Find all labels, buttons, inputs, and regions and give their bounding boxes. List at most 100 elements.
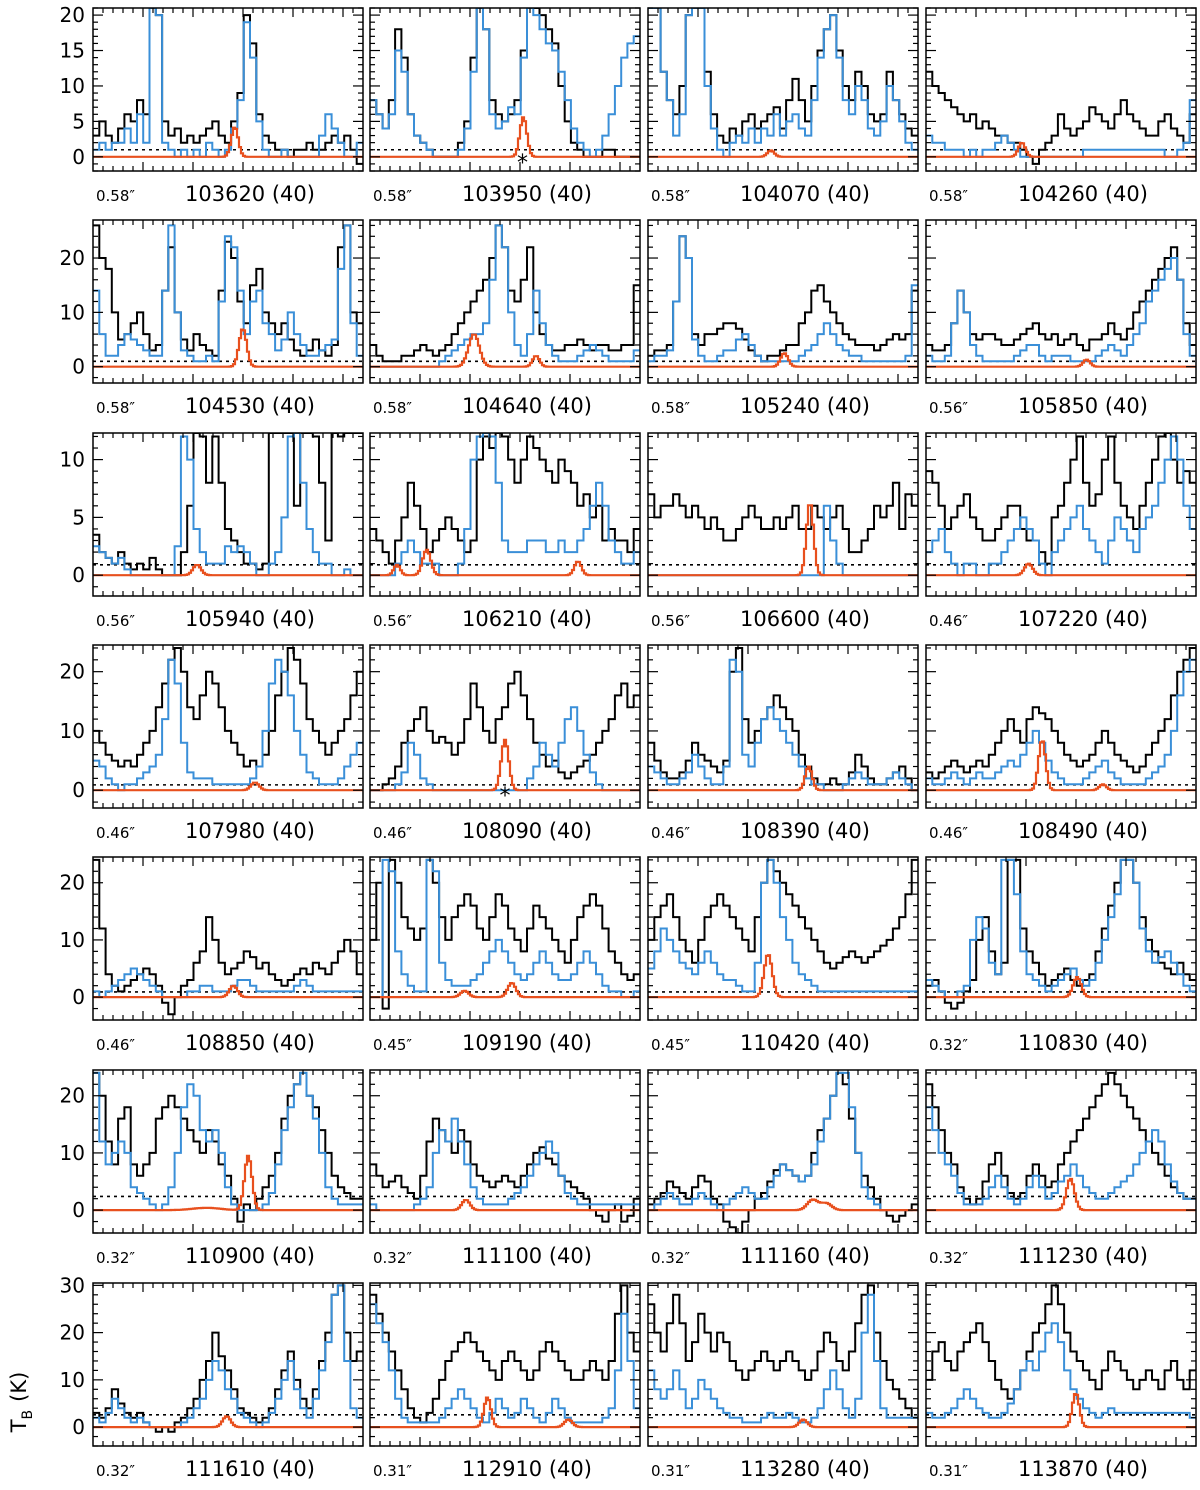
beam-size-label: 0.45″ bbox=[373, 1036, 412, 1054]
beam-size-label: 0.46″ bbox=[929, 824, 968, 842]
y-axis-label-text: TB (K) bbox=[7, 1372, 36, 1434]
spectrum-panel: 0.58″ 104640 (40) bbox=[369, 219, 641, 418]
panel-frame bbox=[92, 1282, 364, 1447]
panel-frequency-label: 104070 (40) bbox=[740, 182, 870, 206]
panel-frame bbox=[92, 432, 364, 597]
full-model-spectrum bbox=[926, 435, 1196, 577]
ylabel-subscript: B bbox=[20, 1410, 36, 1420]
panel-frame bbox=[369, 219, 641, 384]
panel-frame bbox=[92, 644, 364, 809]
observed-spectrum bbox=[648, 481, 918, 554]
full-model-spectrum bbox=[370, 1303, 640, 1424]
panel-frame bbox=[647, 432, 919, 597]
full-model-spectrum bbox=[93, 967, 363, 999]
observed-spectrum bbox=[93, 8, 363, 165]
spectrum-panel: 0.45″ 110420 (40) bbox=[647, 856, 919, 1055]
spectrum-panel: 0.32″ 111230 (40) bbox=[925, 1069, 1197, 1268]
panel-frame bbox=[92, 1069, 364, 1234]
ylabel-unit: (K) bbox=[7, 1372, 31, 1402]
beam-size-label: 0.46″ bbox=[651, 824, 690, 842]
panel-frequency-label: 113870 (40) bbox=[1018, 1457, 1148, 1481]
full-model-spectrum bbox=[926, 257, 1196, 363]
spectrum-panel: 0.46″ 108490 (40) bbox=[925, 644, 1197, 843]
plot-area bbox=[93, 858, 363, 1016]
panel-frame bbox=[925, 432, 1197, 597]
full-model-spectrum bbox=[926, 858, 1196, 999]
plot-area bbox=[648, 235, 918, 368]
observed-spectrum bbox=[926, 433, 1196, 565]
y-tick-label: 20 bbox=[60, 246, 85, 270]
panel-grid: 0 5 10 15 20 0.58″ 103620 (40) * 0.58″ 103950 (40… bbox=[60, 3, 1197, 1481]
full-model-spectrum bbox=[370, 433, 640, 577]
plot-area bbox=[648, 1284, 918, 1429]
y-tick-label: 20 bbox=[60, 1084, 85, 1108]
observed-spectrum bbox=[93, 224, 363, 357]
panel-frame bbox=[647, 7, 919, 172]
spectrum-panel: 0.32″ 110830 (40) bbox=[925, 856, 1197, 1055]
y-tick-label: 5 bbox=[72, 505, 85, 529]
panel-frequency-label: 105850 (40) bbox=[1018, 394, 1148, 418]
species-model-spectrum bbox=[648, 504, 918, 577]
full-model-spectrum bbox=[370, 858, 640, 999]
panel-frequency-label: 104530 (40) bbox=[185, 394, 315, 418]
full-model-spectrum bbox=[370, 224, 640, 368]
plot-area bbox=[370, 858, 640, 1010]
plot-area bbox=[93, 433, 363, 577]
y-tick-label: 10 bbox=[60, 1141, 85, 1165]
plot-area bbox=[926, 1071, 1196, 1212]
species-model-spectrum bbox=[93, 564, 363, 577]
y-tick-label: 0 bbox=[72, 145, 85, 169]
spectrum-panel: 0 10 20 0.32″ 110900 (40) bbox=[60, 1069, 364, 1268]
panel-frame bbox=[925, 1069, 1197, 1234]
beam-size-label: 0.31″ bbox=[929, 1462, 968, 1480]
beam-size-label: 0.32″ bbox=[96, 1462, 135, 1480]
beam-size-label: 0.32″ bbox=[929, 1249, 968, 1267]
observed-spectrum bbox=[648, 1284, 918, 1419]
panel-frame bbox=[647, 644, 919, 809]
observed-spectrum bbox=[648, 8, 918, 144]
spectrum-panel: 0 10 20 0.58″ 104530 (40) bbox=[60, 219, 364, 418]
panel-frequency-label: 107220 (40) bbox=[1018, 607, 1148, 631]
spectrum-panel: 0.46″ 107220 (40) bbox=[925, 432, 1197, 631]
beam-size-label: 0.31″ bbox=[651, 1462, 690, 1480]
beam-size-label: 0.58″ bbox=[373, 399, 412, 417]
panel-frequency-label: 111230 (40) bbox=[1018, 1244, 1148, 1268]
plot-area bbox=[926, 858, 1196, 1010]
species-model-spectrum bbox=[370, 1396, 640, 1429]
panel-frame bbox=[647, 1069, 919, 1234]
full-model-spectrum bbox=[648, 235, 918, 363]
species-model-spectrum bbox=[93, 1415, 363, 1429]
panel-frame bbox=[369, 644, 641, 809]
plot-area bbox=[648, 858, 918, 999]
species-model-spectrum bbox=[926, 562, 1196, 577]
full-model-spectrum bbox=[926, 1322, 1196, 1419]
observed-spectrum bbox=[370, 224, 640, 363]
full-model-spectrum bbox=[93, 1071, 363, 1212]
panel-frequency-label: 106210 (40) bbox=[462, 607, 592, 631]
species-model-spectrum bbox=[648, 765, 918, 792]
beam-size-label: 0.46″ bbox=[373, 824, 412, 842]
ylabel-main: T bbox=[7, 1419, 31, 1433]
y-tick-label: 10 bbox=[60, 1368, 85, 1392]
species-model-spectrum bbox=[370, 116, 640, 158]
observed-spectrum bbox=[93, 647, 363, 768]
panel-frequency-label: 109190 (40) bbox=[462, 1031, 592, 1055]
y-tick-label: 0 bbox=[72, 1198, 85, 1222]
observed-spectrum bbox=[370, 1117, 640, 1223]
observed-spectrum bbox=[648, 647, 918, 792]
panel-frequency-label: 108390 (40) bbox=[740, 819, 870, 843]
panel-frame bbox=[369, 7, 641, 172]
species-model-spectrum bbox=[926, 1177, 1196, 1212]
panel-frame bbox=[92, 7, 364, 172]
y-tick-label: 0 bbox=[72, 1415, 85, 1439]
panel-frequency-label: 108850 (40) bbox=[185, 1031, 315, 1055]
panel-frequency-label: 105240 (40) bbox=[740, 394, 870, 418]
spectrum-panel: 0.56″ 106210 (40) bbox=[369, 432, 641, 631]
plot-area bbox=[926, 433, 1196, 577]
full-model-spectrum bbox=[926, 1106, 1196, 1206]
plot-area bbox=[93, 224, 363, 368]
marker-star: * bbox=[517, 151, 528, 176]
spectrum-panel: 0.56″ 105850 (40) bbox=[925, 219, 1197, 418]
panel-frame bbox=[925, 644, 1197, 809]
observed-spectrum bbox=[93, 1284, 363, 1433]
